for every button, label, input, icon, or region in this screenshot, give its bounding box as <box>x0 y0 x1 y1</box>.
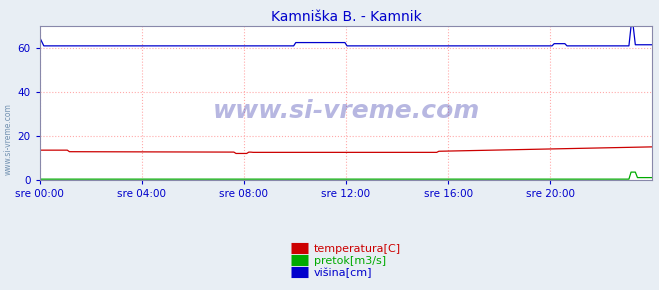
Legend: temperatura[C], pretok[m3/s], višina[cm]: temperatura[C], pretok[m3/s], višina[cm] <box>291 244 401 278</box>
Title: Kamniška B. - Kamnik: Kamniška B. - Kamnik <box>271 10 421 23</box>
Text: www.si-vreme.com: www.si-vreme.com <box>212 99 480 123</box>
Text: www.si-vreme.com: www.si-vreme.com <box>3 103 13 175</box>
